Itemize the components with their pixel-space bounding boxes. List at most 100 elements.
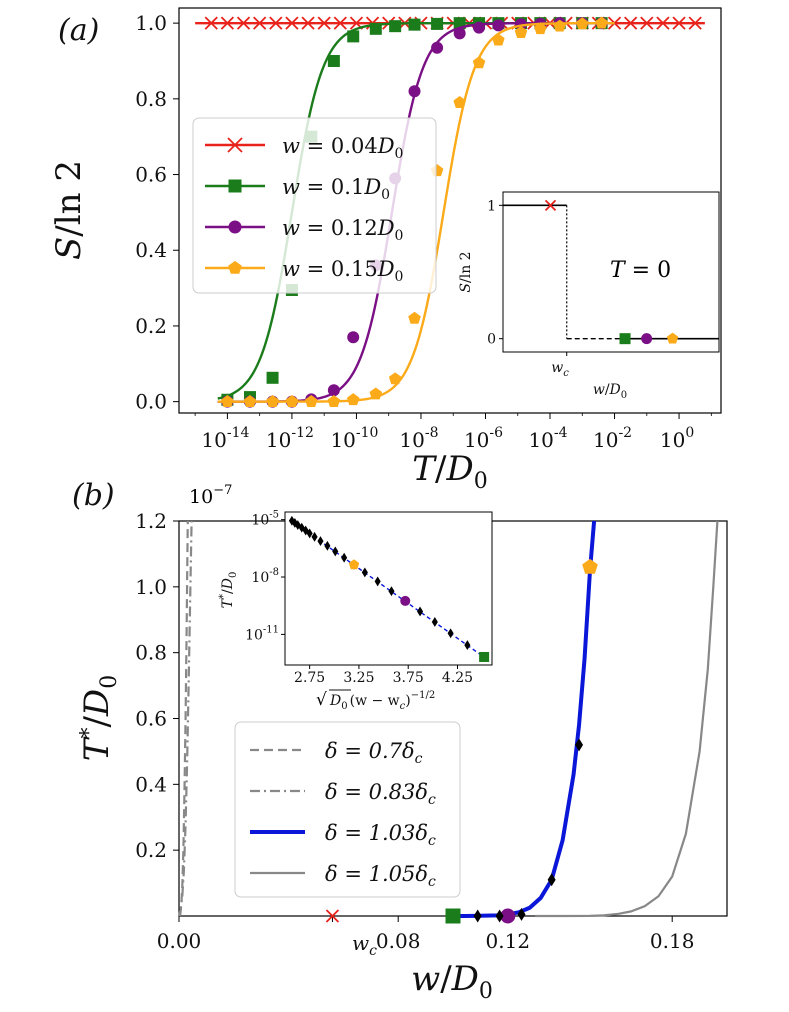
legend-entry: δ = 1.03δc xyxy=(325,821,436,849)
panel-b-markers xyxy=(325,558,598,924)
data-marker-orange xyxy=(305,395,318,407)
data-marker-red xyxy=(236,16,251,30)
series-line-105c xyxy=(535,520,719,918)
x-tick-label: 0.08 xyxy=(376,929,421,953)
data-marker-purple xyxy=(327,384,340,397)
data-marker-red xyxy=(624,16,638,30)
inset-data-point xyxy=(332,546,339,557)
data-marker-red xyxy=(640,16,654,30)
data-marker-orange xyxy=(388,372,402,385)
panel-a-frame xyxy=(178,7,722,414)
inset-x-tick-label: 4.25 xyxy=(442,670,473,686)
inset-data-point xyxy=(464,640,471,651)
legend-marker xyxy=(228,260,242,274)
legend-box xyxy=(192,117,437,294)
data-marker-red xyxy=(688,16,702,30)
legend-entry: δ = 1.05δc xyxy=(325,862,436,890)
data-marker-red xyxy=(672,16,686,30)
data-marker-orange xyxy=(576,17,589,30)
data-marker-purple xyxy=(347,331,360,344)
data-marker-orange xyxy=(534,22,547,35)
y-tick-label: 0.4 xyxy=(135,238,167,262)
inset-a-frame xyxy=(502,191,720,353)
data-marker-red xyxy=(333,16,347,30)
data-marker-orange xyxy=(369,387,383,400)
data-marker-green xyxy=(431,17,444,30)
inset-data-point xyxy=(311,531,318,542)
inset-a-x-label: w/D0 xyxy=(593,382,627,401)
data-marker-black xyxy=(575,738,584,752)
data-marker-green xyxy=(347,30,360,43)
inset-y-tick-label: 10-11 xyxy=(245,624,279,643)
inset-data-point xyxy=(324,540,331,551)
x-tick-label: 0.18 xyxy=(650,929,695,953)
panel-a-x-label: T/D0 xyxy=(412,449,487,494)
legend-entry: w = 0.15D0 xyxy=(282,257,403,285)
legend-entry: w = 0.12D0 xyxy=(282,216,403,244)
y-tick-label: 0.6 xyxy=(135,707,167,731)
panel-a-legend: w = 0.04D0 w = 0.1D0 w = 0.12D0 w = 0.15D0 xyxy=(192,117,437,294)
data-marker-green xyxy=(408,18,421,31)
panel-a-x-ticks: 10-14 10-12 10-10 10-8 10-6 10-4 10-2 100 xyxy=(194,413,712,452)
y-tick-label: 0.2 xyxy=(135,838,167,862)
data-marker-red xyxy=(253,16,267,30)
inset-data-point xyxy=(388,586,395,597)
y-tick-label: 1.0 xyxy=(135,575,167,599)
inset-y-tick-label: 10-8 xyxy=(251,567,279,586)
panel-a-y-ticks: 0.0 0.2 0.4 0.6 0.8 1.0 xyxy=(135,11,179,414)
data-marker-black xyxy=(517,907,526,921)
data-marker-red xyxy=(656,16,670,30)
inset-a-annotation: T = 0 xyxy=(610,258,671,283)
x-tick-label: 10-4 xyxy=(528,425,567,452)
inset-b-x-label-text: D0 (w − wc)−1/2 xyxy=(329,690,435,712)
series-line-07c xyxy=(179,520,189,917)
inset-b-y-label: T*/D0 xyxy=(218,572,239,609)
y-tick-label: 0.8 xyxy=(135,641,167,665)
data-marker-orange xyxy=(492,33,505,46)
data-marker-orange xyxy=(553,19,566,32)
data-marker-red xyxy=(317,16,331,30)
inset-x-tick-label: 3.25 xyxy=(343,670,374,686)
inset-data-point xyxy=(341,552,348,563)
inset-b-frame xyxy=(284,511,493,666)
y-tick-label: 0.8 xyxy=(135,87,167,111)
x-tick-label: 0.00 xyxy=(157,929,202,953)
panel-a: (a) 10-14 10-12 10-10 10-8 10-6 10-4 10-2 100 0… xyxy=(49,7,722,494)
data-marker-purple xyxy=(453,27,466,40)
legend-entry: δ = 0.7δc xyxy=(325,739,423,767)
data-marker-red xyxy=(301,16,315,30)
legend-entry: w = 0.1D0 xyxy=(282,175,390,203)
y-tick-label: 1.2 xyxy=(135,509,167,533)
data-marker-orange xyxy=(408,311,421,324)
legend-box xyxy=(234,721,461,898)
data-marker-orange xyxy=(472,56,486,69)
panel-b-y-ticks: 0.2 0.4 0.6 0.8 1.0 1.2 xyxy=(135,509,179,862)
inset-y-tick-label: 1 xyxy=(487,198,496,214)
y-tick-label: 0.6 xyxy=(135,163,167,187)
data-marker-red xyxy=(325,909,340,923)
panel-b: (b) 10−7 0.00 0.08 0.12 0.18 wc 0.2 0.4 0.6 0.8… xyxy=(72,478,728,1004)
inset-a-y-label: S/ln 2 xyxy=(458,251,474,292)
data-marker-purple xyxy=(431,41,444,54)
inset-marker-red xyxy=(544,199,557,211)
panel-b-label: (b) xyxy=(72,478,115,513)
x-tick-label: 10-8 xyxy=(399,425,438,452)
data-marker-green xyxy=(266,371,279,384)
data-marker-orange xyxy=(514,26,528,38)
data-marker-orange xyxy=(582,558,598,574)
panel-b-legend: δ = 0.7δc δ = 0.83δc δ = 1.03δc δ = 1.05δc xyxy=(234,721,461,898)
legend-marker xyxy=(228,220,242,234)
data-marker-purple xyxy=(408,85,421,98)
legend-entry: w = 0.04D0 xyxy=(282,134,403,162)
data-marker-green xyxy=(327,54,340,67)
sqrt-sign: √ xyxy=(316,690,327,710)
inset-data-point xyxy=(361,567,368,578)
data-marker-green xyxy=(389,20,402,33)
data-marker-green xyxy=(369,22,382,35)
data-marker-orange xyxy=(346,393,360,406)
x-tick-label: 0.12 xyxy=(486,929,531,953)
data-marker-orange xyxy=(327,395,341,407)
x-tick-label: 10-14 xyxy=(201,425,249,452)
inset-data-point xyxy=(417,606,424,617)
inset-marker-orange xyxy=(666,332,679,344)
